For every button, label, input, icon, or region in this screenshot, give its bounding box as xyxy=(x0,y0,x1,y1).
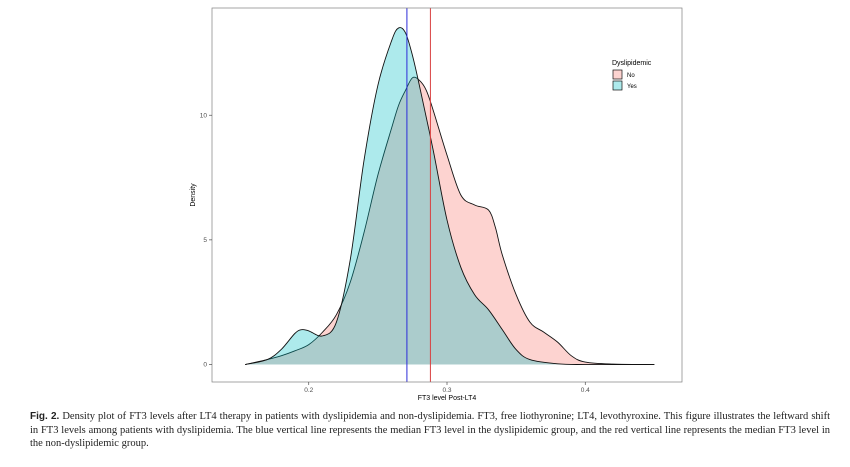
legend-label-no: No xyxy=(627,73,635,79)
legend-title: Dyslipidemic xyxy=(612,60,652,67)
density-chart: 0.2 0.3 0.4 0 5 10 FT3 level Post-LT4 Densit… xyxy=(190,7,683,402)
y-tick-label: 0 xyxy=(203,362,207,369)
y-axis-title: Density xyxy=(190,183,197,207)
caption-text: Density plot of FT3 levels after LT4 the… xyxy=(30,411,830,449)
y-tick-label: 5 xyxy=(203,237,207,244)
median-lines xyxy=(406,8,431,382)
series-layer xyxy=(245,27,655,366)
legend-key-yes xyxy=(612,80,623,91)
density-area-no xyxy=(245,77,655,365)
y-axis-ticks: 0 5 10 xyxy=(200,112,212,369)
density-area-yes xyxy=(245,27,655,365)
y-tick-label: 10 xyxy=(200,112,208,119)
caption-label: Fig. 2. xyxy=(30,411,60,422)
legend-label-yes: Yes xyxy=(627,84,637,90)
x-tick-label: 0.2 xyxy=(304,387,313,394)
figure-caption: Fig. 2. Density plot of FT3 levels after… xyxy=(30,410,830,451)
legend: Dyslipidemic No Yes xyxy=(612,60,652,91)
density-curve-no xyxy=(245,76,655,365)
x-axis-title: FT3 level Post-LT4 xyxy=(418,395,477,402)
legend-key-no xyxy=(612,69,623,80)
density-curve-yes xyxy=(245,27,655,366)
x-axis-ticks: 0.2 0.3 0.4 xyxy=(304,382,590,394)
x-tick-label: 0.4 xyxy=(581,387,590,394)
x-tick-label: 0.3 xyxy=(442,387,451,394)
